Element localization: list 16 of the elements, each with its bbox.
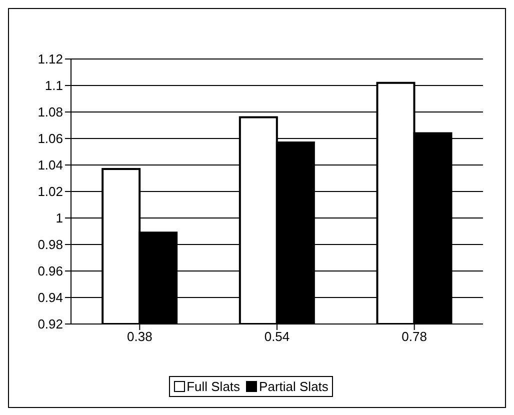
y-tick-label: 1.08	[38, 104, 63, 120]
legend-label: Full Slats	[186, 379, 240, 394]
y-tick-label: 1	[56, 210, 63, 226]
y-tick-label: 0.92	[38, 316, 63, 332]
legend-label: Partial Slats	[259, 379, 328, 394]
x-tick-label: 0.78	[402, 329, 427, 344]
y-tick-label: 0.96	[38, 264, 63, 279]
x-tick-label: 0.54	[264, 329, 290, 344]
y-tick-label: 0.98	[38, 237, 63, 252]
y-tick-label: 1.02	[38, 184, 63, 200]
y-tick-label: 1.06	[38, 131, 63, 146]
y-tick-label: 1.1	[44, 78, 63, 94]
y-tick-label: 1.04	[38, 158, 63, 173]
x-tick-label: 0.38	[127, 329, 152, 344]
y-tick-label: 1.12	[38, 52, 63, 67]
y-tick-label: 0.94	[38, 290, 63, 306]
